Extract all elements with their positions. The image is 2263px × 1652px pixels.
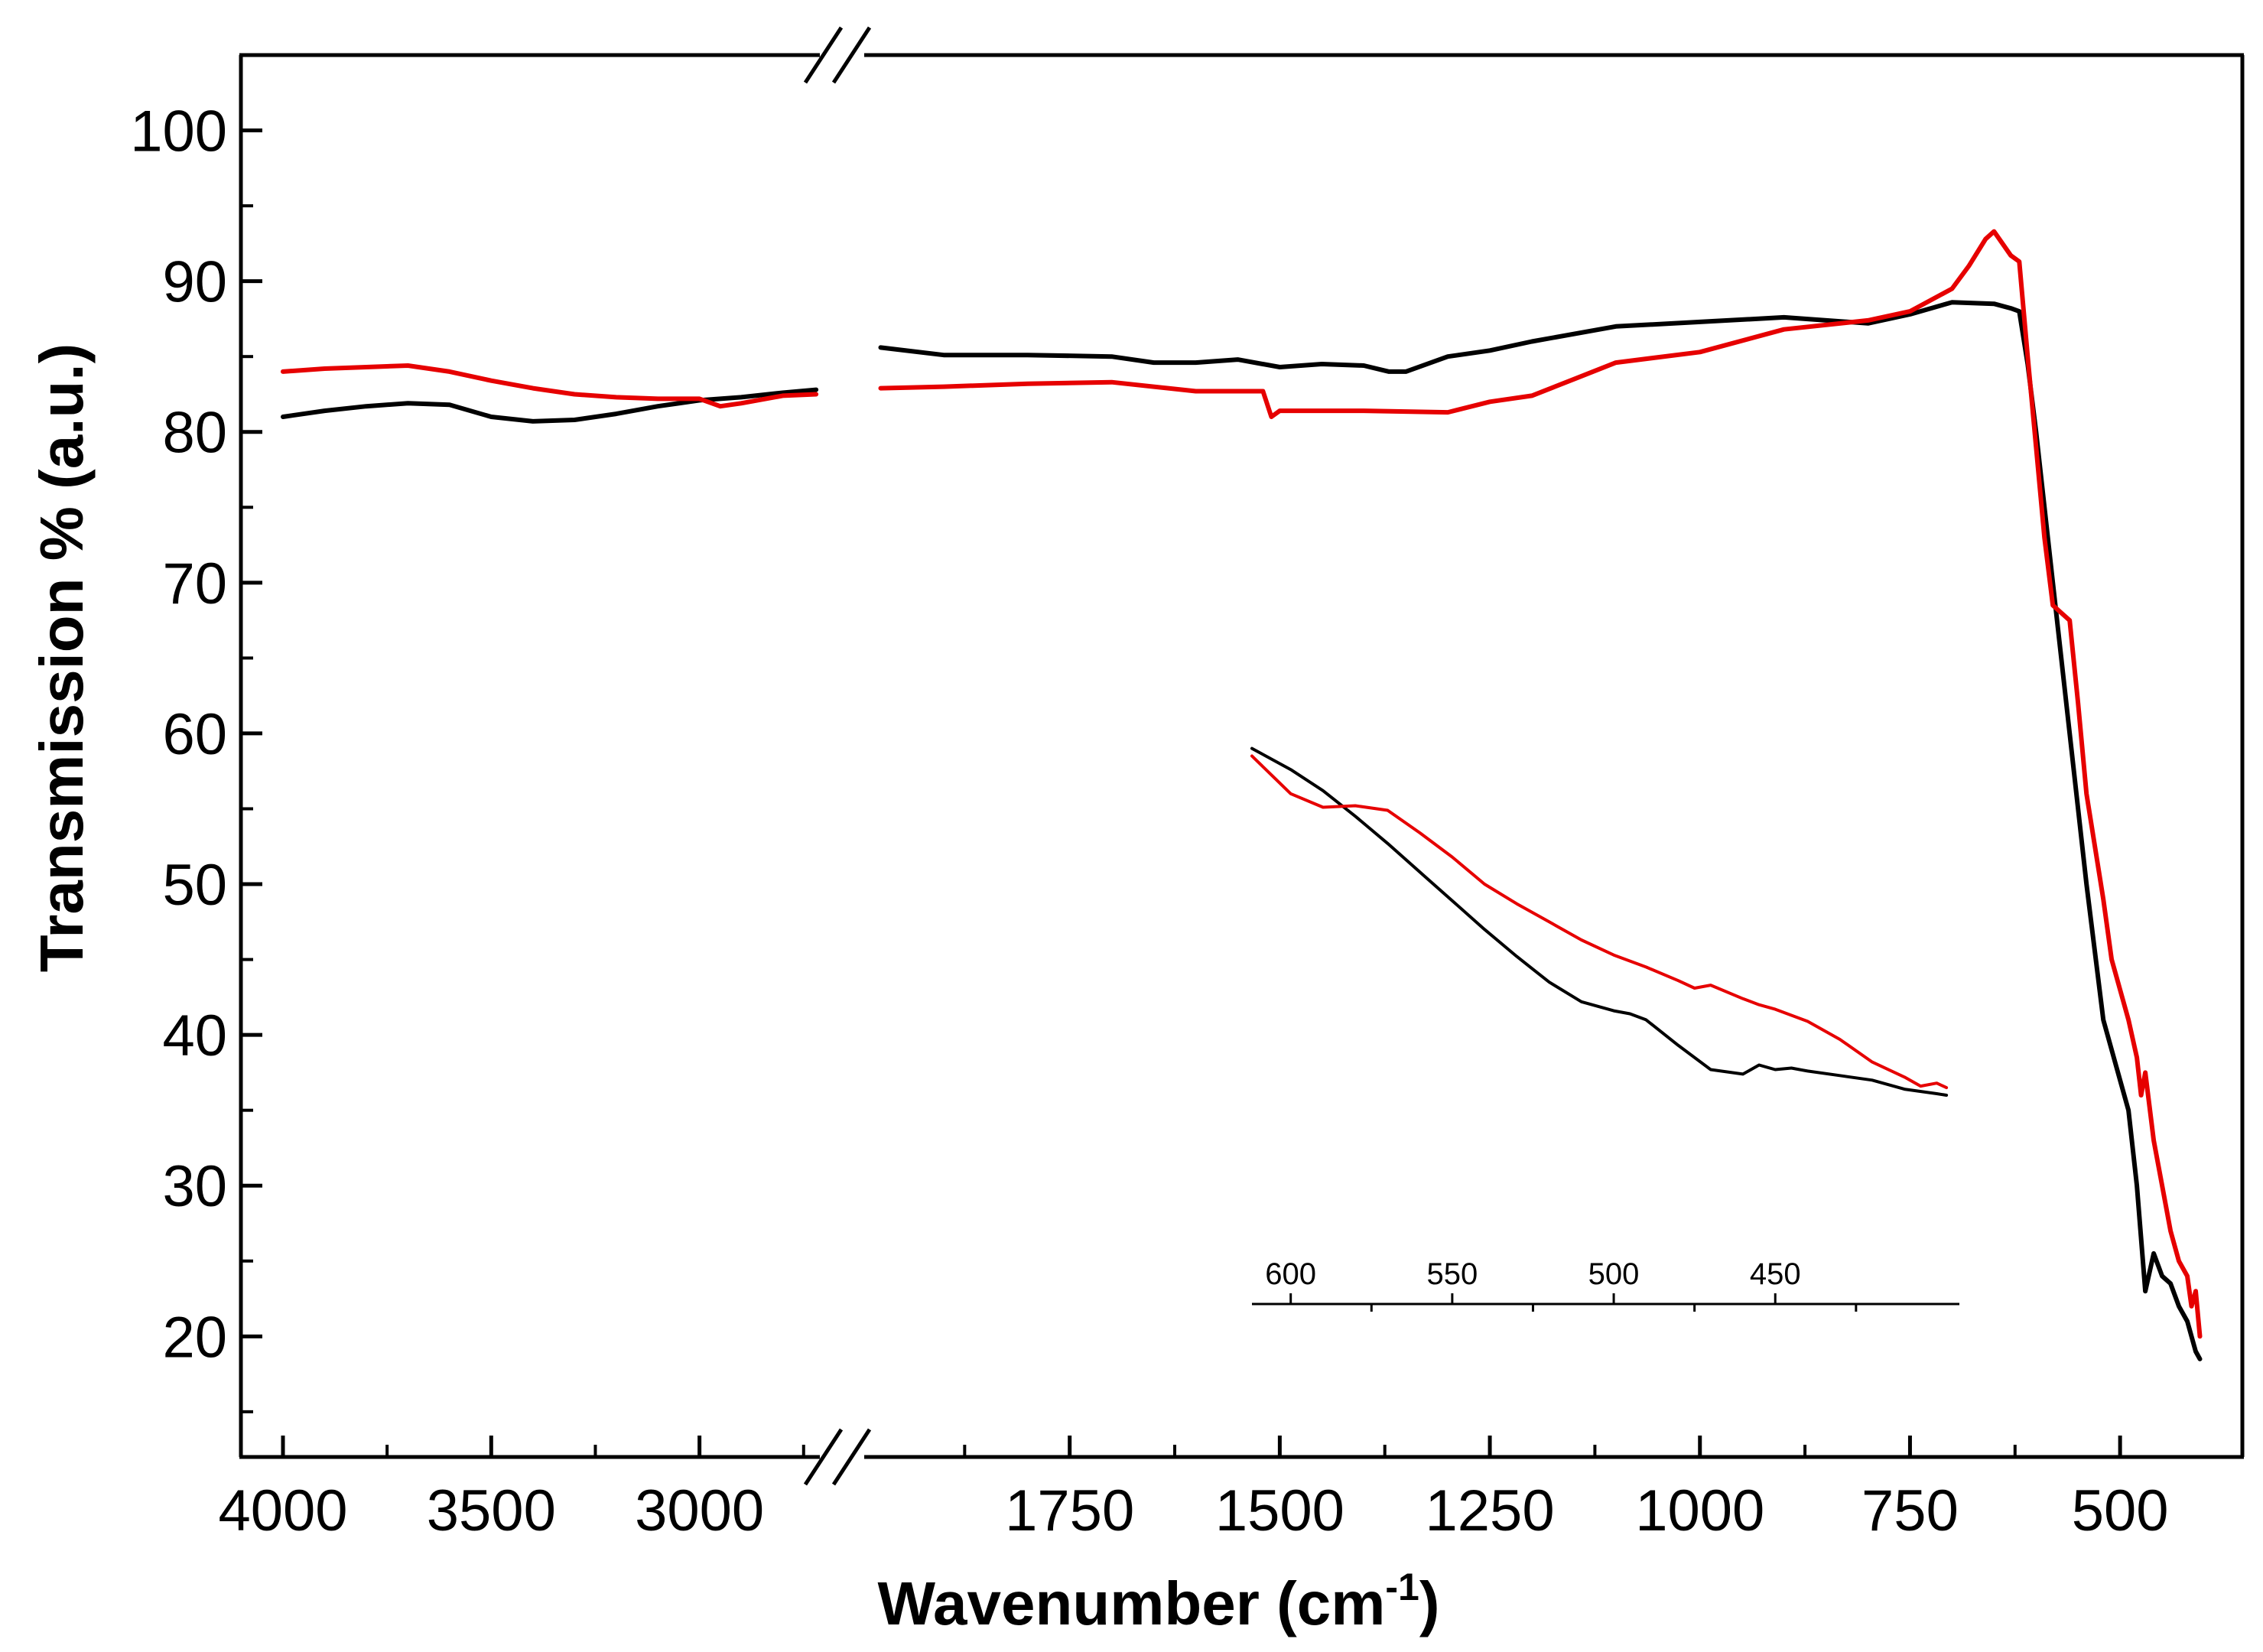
plot-frame (239, 26, 2245, 1486)
inset-series-1 (1250, 746, 1949, 1097)
x-tick-label-500: 500 (2072, 1478, 2169, 1543)
x-tick-label-1250: 1250 (1426, 1478, 1555, 1543)
x-tick-label-4000: 4000 (218, 1478, 347, 1543)
inset-x-tick-label-600: 600 (1265, 1257, 1316, 1291)
series-1-segment-2 (878, 300, 2203, 1361)
y-tick-label-40: 40 (162, 1003, 227, 1068)
inset-x-tick-label-450: 450 (1750, 1257, 1801, 1291)
x-axis: 4000 3500 3000 1750 1500 1250 1000 750 500 (218, 1436, 2169, 1543)
series-layer (281, 229, 2203, 1361)
y-axis-title: Transmission % (a.u.) (28, 343, 96, 972)
y-tick-label-70: 70 (162, 551, 227, 616)
x-tick-label-750: 750 (1861, 1478, 1959, 1543)
x-tick-label-1750: 1750 (1005, 1478, 1134, 1543)
y-tick-label-100: 100 (130, 99, 227, 164)
y-tick-label-90: 90 (162, 250, 227, 315)
x-axis-title-superscript: -1 (1385, 1566, 1419, 1608)
x-tick-label-3500: 3500 (427, 1478, 556, 1543)
inset-x-tick-label-550: 550 (1426, 1257, 1478, 1291)
series-2-segment-2 (878, 229, 2203, 1339)
x-tick-label-3000: 3000 (635, 1478, 764, 1543)
series-1-segment-1 (281, 387, 819, 424)
y-tick-label-60: 60 (162, 702, 227, 767)
y-tick-label-30: 30 (162, 1154, 227, 1219)
axis-break-mark-bottom-1 (803, 1428, 844, 1486)
inset-plot: 600 550 500 450 (1250, 746, 1959, 1312)
x-axis-title-suffix: ) (1419, 1569, 1440, 1637)
x-axis-title: Wavenumber (cm-1) (878, 1566, 1440, 1637)
inset-x-tick-label-500: 500 (1588, 1257, 1640, 1291)
axis-break-mark-top-1 (803, 26, 844, 84)
inset-series-2 (1250, 754, 1949, 1090)
y-tick-label-20: 20 (162, 1305, 227, 1370)
y-tick-label-50: 50 (162, 853, 227, 918)
series-2-segment-1 (281, 363, 819, 409)
x-tick-label-1500: 1500 (1215, 1478, 1344, 1543)
axis-break-mark-bottom-2 (831, 1428, 872, 1486)
y-tick-label-80: 80 (162, 401, 227, 466)
y-axis: 20 30 40 50 60 70 80 90 100 (130, 54, 262, 1413)
x-tick-label-1000: 1000 (1635, 1478, 1764, 1543)
axis-break-mark-top-2 (831, 26, 872, 84)
